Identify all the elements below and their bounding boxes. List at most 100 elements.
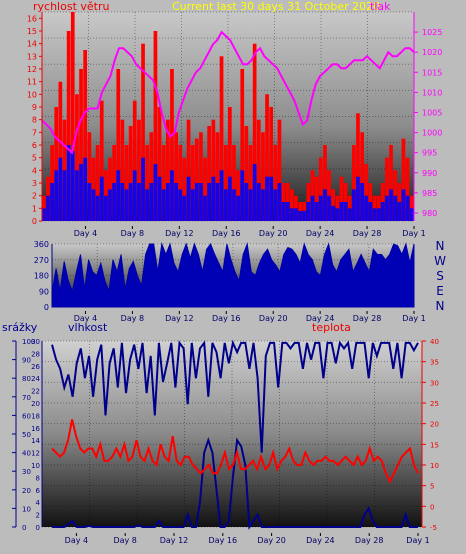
- humidity-x-tick-labels: Day 4 Day 8 Day 12 Day 16 Day 20 Day 24 Day 28…: [65, 533, 430, 545]
- x-tick-label: Day 16: [212, 314, 241, 323]
- y-tick-label: 28: [31, 350, 40, 358]
- y-tick-label: 270: [34, 256, 49, 265]
- wind-bar: [46, 195, 50, 221]
- compass-label: S: [436, 269, 444, 283]
- wind-bar: [87, 132, 92, 221]
- wind-bar: [207, 183, 211, 221]
- compass-label: E: [436, 284, 444, 298]
- humidity-line: [51, 339, 419, 453]
- wind-bar: [397, 202, 402, 221]
- wind-bar: [223, 145, 228, 221]
- temperature-axis-title: teplota: [312, 321, 351, 334]
- x-tick-label: Day 16: [212, 229, 241, 238]
- y-tick-label: 6: [32, 141, 37, 150]
- temperature-y-tick-labels: -5 0 5 10 15 20 25 30 35 40: [421, 338, 439, 532]
- wind-bar: [405, 195, 410, 221]
- y-tick-label: 1025: [422, 28, 442, 37]
- wind-bar: [153, 31, 158, 221]
- y-tick-label: 180: [34, 272, 49, 281]
- y-tick-label: 5: [32, 154, 37, 163]
- wind-bar: [294, 208, 298, 221]
- y-tick-label: 30: [31, 338, 40, 346]
- wind-bar: [352, 189, 356, 221]
- wind-bar: [360, 132, 364, 221]
- y-tick-label: 80: [22, 375, 31, 383]
- y-tick-label: 360: [34, 240, 49, 249]
- x-tick-label: Day 1: [402, 229, 425, 238]
- wind-bar: [352, 145, 356, 221]
- wind-bar: [318, 157, 323, 221]
- y-tick-label: 8: [32, 116, 37, 125]
- wind-bar: [108, 189, 112, 221]
- wind-bar: [194, 138, 199, 221]
- wind-bar: [385, 157, 389, 221]
- direction-y-tick-labels: 0 90 180 270 360: [34, 240, 53, 312]
- y-tick-label: 990: [422, 169, 437, 178]
- wind-bar: [331, 189, 335, 221]
- wind-bar: [389, 145, 393, 221]
- y-tick-label: 14: [31, 437, 40, 445]
- wind-bar: [252, 164, 257, 221]
- wind-bar: [290, 189, 294, 221]
- wind-bar: [145, 145, 149, 221]
- y-tick-label: 90: [39, 287, 49, 296]
- y-tick-label: 20: [31, 400, 40, 408]
- x-tick-label: Day 1: [402, 314, 425, 323]
- y-tick-label: 22: [31, 388, 40, 396]
- wind-bar: [42, 208, 46, 221]
- wind-bar: [207, 126, 211, 221]
- humidity-axis-title: vlhkost: [68, 321, 108, 334]
- x-tick-label: Day 24: [306, 229, 335, 238]
- y-tick-label: 15: [27, 27, 37, 36]
- y-tick-label: 35: [430, 359, 439, 367]
- x-tick-label: Day 24: [306, 536, 335, 545]
- x-tick-label: Day 20: [259, 314, 288, 323]
- wind-bar: [153, 164, 158, 221]
- wind-bar: [149, 183, 154, 221]
- wind-bar: [194, 183, 199, 221]
- precip-axis-title: srážky: [2, 321, 38, 334]
- wind-bar: [409, 208, 414, 221]
- y-tick-label: 1: [32, 204, 37, 213]
- wind-bar: [112, 183, 116, 221]
- wind-bar: [360, 183, 364, 221]
- y-tick-label: 24: [31, 375, 40, 383]
- wind-bar: [132, 100, 137, 221]
- wind-bar: [380, 202, 385, 221]
- wind-bar: [256, 119, 261, 221]
- y-tick-label: 12: [31, 450, 40, 458]
- y-tick-label: 16: [27, 14, 37, 23]
- y-tick-label: 13: [27, 52, 37, 61]
- wind-bar: [252, 43, 257, 222]
- wind-bar: [157, 176, 162, 221]
- y-tick-label: 1005: [422, 108, 442, 117]
- chart-title: Current last 30 days 31 October 2020: [172, 0, 380, 13]
- y-tick-label: 90: [22, 357, 31, 365]
- direction-x-tick-labels: Day 4 Day 8 Day 12 Day 16 Day 20 Day 24 Day 28…: [74, 311, 426, 323]
- wind-bar: [302, 210, 307, 221]
- x-tick-label: Day 12: [165, 229, 194, 238]
- y-tick-label: 15: [430, 441, 439, 449]
- wind-bar: [116, 69, 121, 221]
- wind-bar: [240, 170, 245, 221]
- wind-bar: [99, 176, 104, 221]
- y-tick-label: 60: [22, 412, 31, 420]
- wind-bar: [265, 176, 269, 221]
- wind-bar: [128, 183, 133, 221]
- wind-bar: [232, 189, 236, 221]
- wind-bar: [244, 126, 249, 221]
- wind-bar: [178, 145, 183, 221]
- y-tick-label: 100: [22, 338, 35, 346]
- wind-bar: [124, 189, 129, 221]
- wind-bar: [199, 132, 203, 221]
- wind-bar: [54, 107, 59, 221]
- x-tick-label: Day 28: [353, 229, 382, 238]
- wind-x-tick-labels: Day 4 Day 8 Day 12 Day 16 Day 20 Day 24 Day 28…: [74, 226, 426, 238]
- wind-bar: [66, 31, 71, 221]
- wind-bar: [70, 12, 75, 221]
- wind-bar: [145, 189, 149, 221]
- wind-bar: [339, 176, 344, 221]
- wind-bar: [174, 132, 178, 221]
- wind-bar: [240, 69, 245, 221]
